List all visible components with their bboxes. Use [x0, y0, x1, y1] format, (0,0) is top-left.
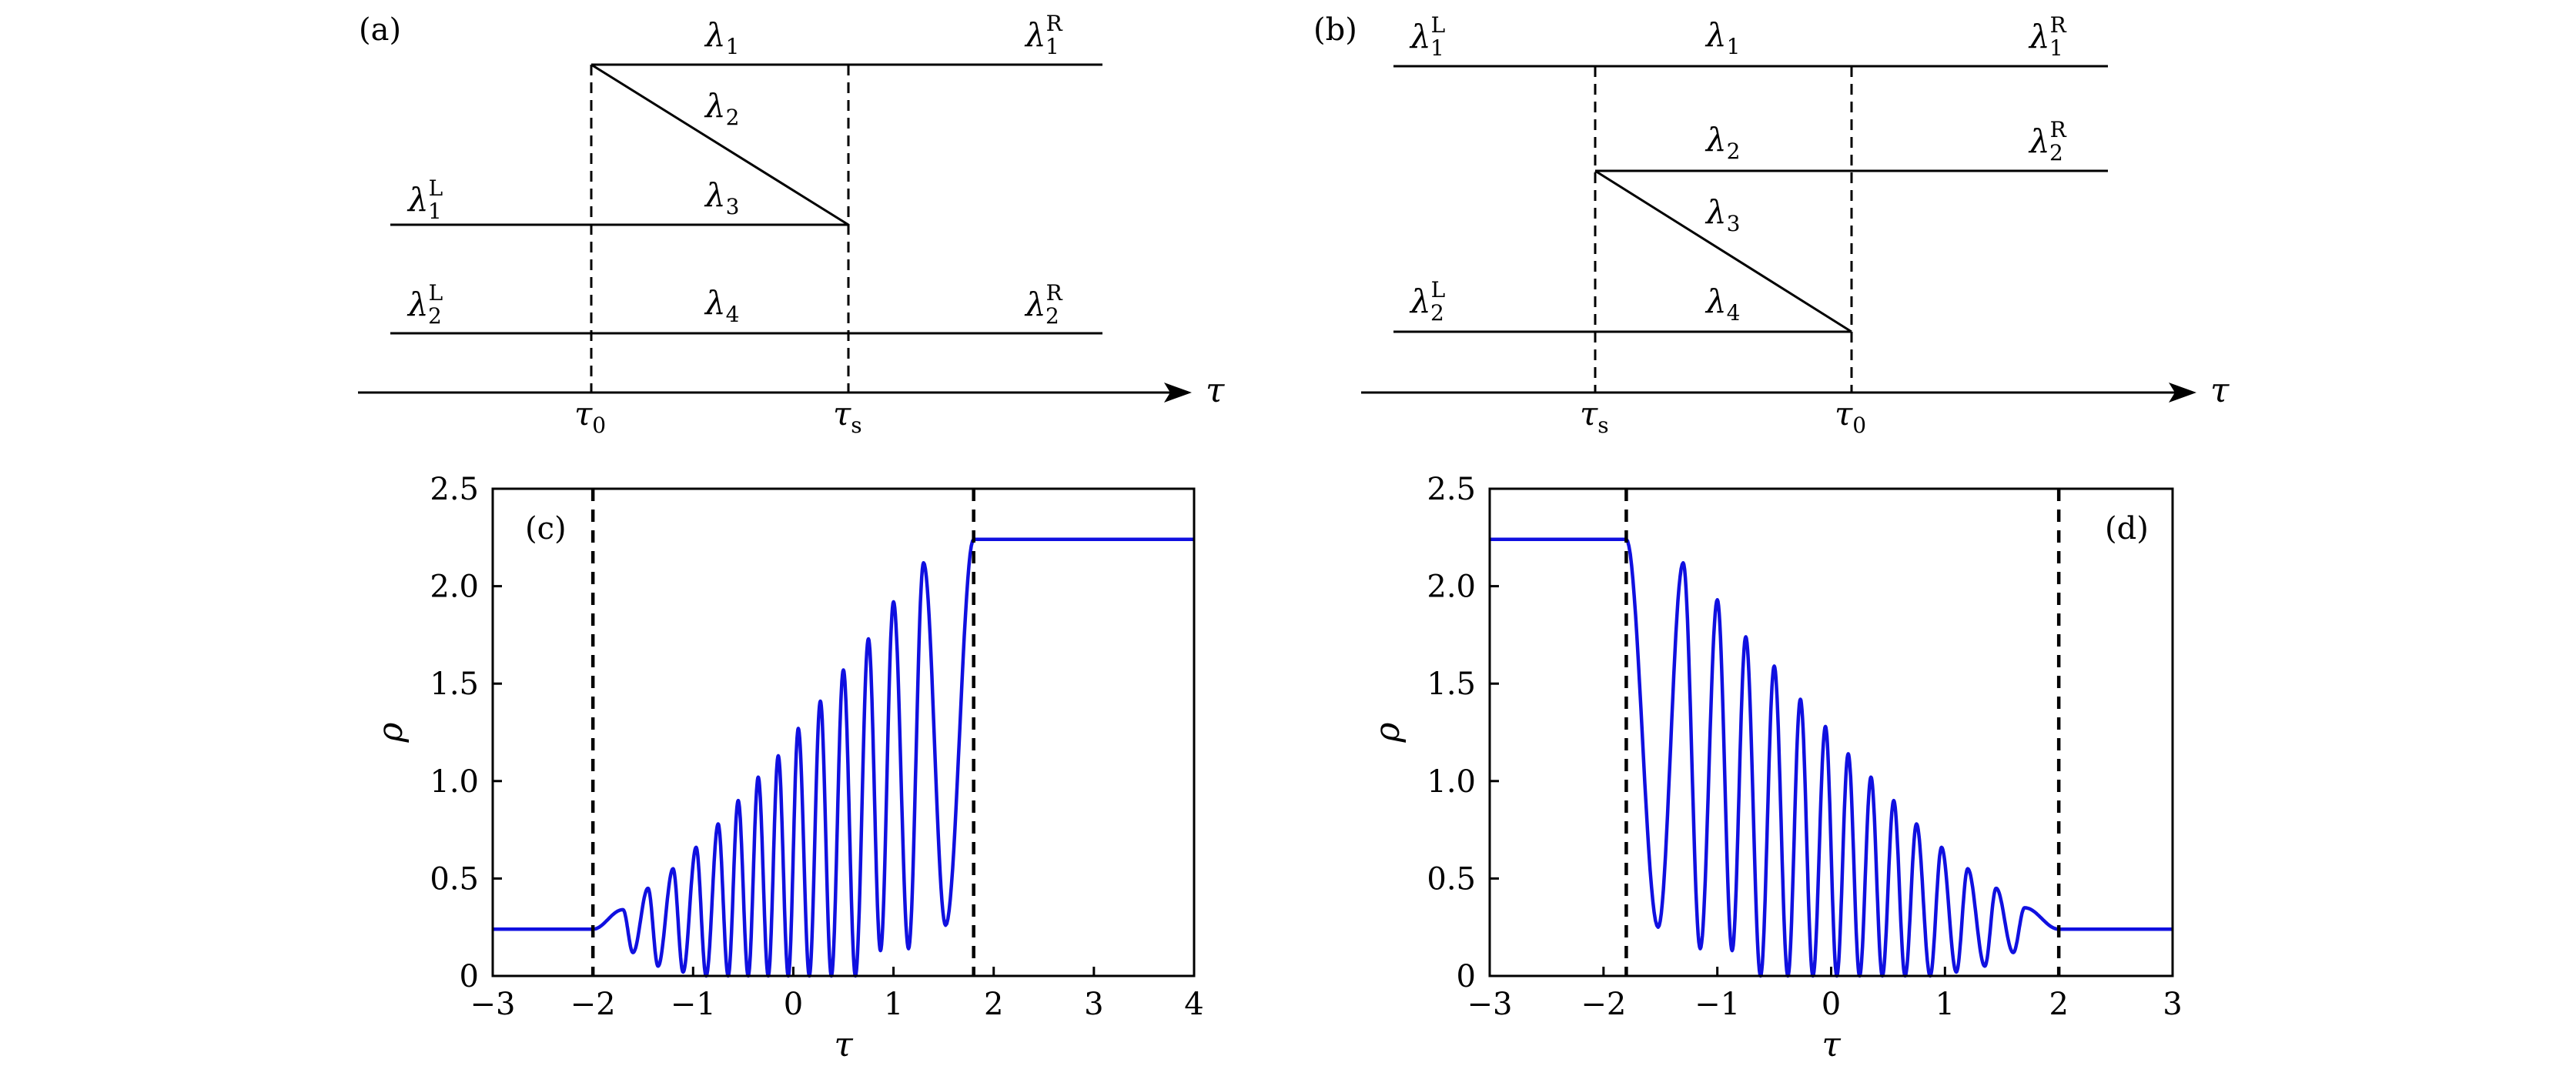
x-tick-label: −2: [1581, 987, 1626, 1022]
x-tick-label: −3: [1467, 987, 1513, 1022]
x-tick-label: −1: [671, 987, 716, 1022]
x-tick-label: 1: [884, 987, 903, 1022]
panel-b-tick-tau0: τ0: [1835, 395, 1866, 438]
panel-a-left-1-label: λL: [406, 175, 443, 219]
panel-a-tick-tau0: τ0: [574, 395, 606, 438]
panel-a: (a) τ τ0 τs λ1 λ2 λ3 λ4 λL 1 λL 2 λR 1 λ…: [358, 11, 1225, 438]
panel-b-right-1-sub: 1: [2049, 35, 2063, 61]
x-tick-label: −1: [1694, 987, 1740, 1022]
panel-b: (b) τ τs τ0 λ1 λ2 λ3 λ4 λL 1 λL 2 λR 1 λ…: [1313, 12, 2230, 438]
panel-a-right-2-label: λR: [1024, 280, 1063, 323]
panel-a-right-2-sub: 2: [1045, 303, 1059, 329]
panel-a-right-1-label: λR: [1024, 11, 1063, 54]
x-axis-label: τ: [1822, 1025, 1841, 1064]
panel-b-right-1-label: λR: [2028, 12, 2067, 55]
panel-b-left-1-label: λL: [1409, 12, 1445, 55]
panel-b-axis-arrow-icon: [2169, 383, 2196, 403]
y-tick-label: 1.0: [1427, 764, 1476, 800]
panel-a-label: (a): [359, 12, 401, 48]
panel-a-axis-label: τ: [1206, 371, 1225, 410]
panel-b-left-1-sub: 1: [1430, 35, 1444, 61]
panel-a-tick-taus: τs: [833, 395, 862, 438]
panel-label: (d): [2105, 511, 2149, 546]
panel-b-level-4-label: λ4: [1705, 282, 1740, 326]
x-tick-label: −2: [570, 987, 616, 1022]
panel-a-left-1-sub: 1: [428, 199, 442, 224]
panel-a-level-1-label: λ1: [704, 16, 739, 59]
y-tick-label: 1.5: [430, 667, 479, 702]
panel-a-level-3-label: λ3: [704, 176, 739, 219]
panel-a-diagonal: [590, 63, 849, 226]
y-tick-label: 0: [1457, 959, 1476, 994]
panel-b-right-2-sub: 2: [2049, 140, 2063, 165]
x-axis-label: τ: [834, 1025, 853, 1064]
panel-b-right-2-label: λR: [2028, 117, 2067, 160]
panel-a-left-2-label: λL: [406, 280, 443, 323]
series-line: [1490, 537, 2173, 978]
panel-b-left-2-label: λL: [1409, 277, 1445, 320]
panel-a-left-2-sub: 2: [428, 303, 442, 329]
y-tick-label: 2.5: [430, 472, 479, 507]
panel-a-axis-arrow-icon: [1164, 383, 1192, 403]
x-tick-label: 3: [1084, 987, 1103, 1022]
x-tick-label: 4: [1184, 987, 1203, 1022]
panel-a-level-4-label: λ4: [704, 284, 739, 327]
panel-b-tick-taus: τs: [1580, 395, 1609, 438]
panel-b-axis-label: τ: [2210, 371, 2230, 410]
panel-b-level-2-label: λ2: [1705, 121, 1740, 164]
y-tick-label: 0: [460, 959, 479, 994]
panel-a-right-1-sub: 1: [1045, 34, 1059, 59]
y-tick-label: 2.0: [430, 570, 479, 605]
chart-c: −3 −2 −1 0 1 2 3 4 0 0.5 1.0 1.5 2.0 2.5 τ ρ (c): [371, 472, 1204, 1064]
panel-b-left-2-sub: 2: [1430, 300, 1444, 326]
panel-b-label: (b): [1313, 12, 1357, 48]
panel-b-diagonal: [1594, 169, 1852, 333]
y-axis-label: ρ: [371, 722, 410, 743]
x-tick-label: −3: [470, 987, 516, 1022]
y-axis-label: ρ: [1368, 722, 1407, 743]
panel-label: (c): [525, 511, 567, 546]
panel-a-level-2-label: λ2: [704, 87, 739, 130]
y-tick-label: 1.5: [1427, 667, 1476, 702]
y-tick-label: 0.5: [1427, 861, 1476, 897]
y-tick-label: 1.0: [430, 764, 479, 800]
x-tick-label: 3: [2163, 987, 2182, 1022]
panel-b-level-1-label: λ1: [1705, 16, 1740, 59]
y-tick-label: 2.0: [1427, 570, 1476, 605]
series-line: [493, 537, 1194, 978]
panel-b-level-3-label: λ3: [1705, 193, 1740, 236]
x-tick-label: 1: [1935, 987, 1955, 1022]
x-tick-label: 0: [784, 987, 803, 1022]
y-tick-label: 0.5: [430, 861, 479, 897]
x-tick-label: 2: [984, 987, 1003, 1022]
chart-d: −3 −2 −1 0 1 2 3 0 0.5 1.0 1.5 2.0 2.5 τ ρ (d): [1368, 472, 2183, 1064]
y-tick-label: 2.5: [1427, 472, 1476, 507]
plot-frame: [491, 487, 1196, 977]
x-tick-label: 2: [2049, 987, 2068, 1022]
x-tick-label: 0: [1822, 987, 1841, 1022]
